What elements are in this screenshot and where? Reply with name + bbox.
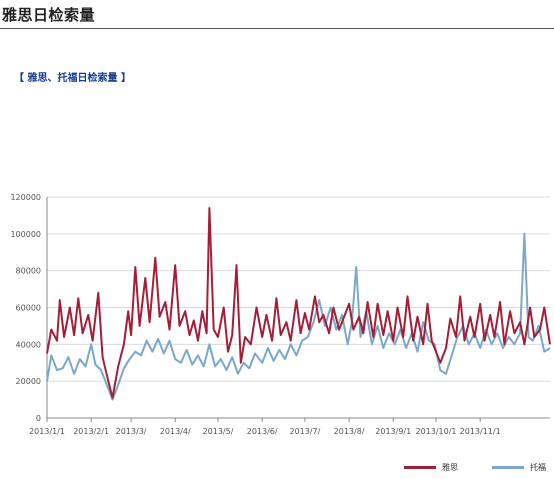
- subtitle-text: 雅思、托福日检索量: [27, 73, 118, 84]
- legend-swatch-ielts: [404, 466, 436, 469]
- title-divider: [0, 28, 554, 29]
- legend-label-toefl: 托福: [530, 463, 546, 472]
- y-tick-label: 100000: [10, 230, 41, 239]
- x-tick-label: 2013/2/1: [73, 427, 109, 436]
- x-tick-label: 2013/3/: [116, 427, 147, 436]
- y-tick-label: 80000: [16, 267, 41, 276]
- x-tick-label: 2013/4/: [160, 427, 191, 436]
- chart-subtitle: 【 雅思、托福日检索量 】: [14, 69, 131, 84]
- legend-swatch-toefl: [492, 466, 524, 469]
- x-tick-label: 2013/7/: [289, 427, 320, 436]
- x-tick-label: 2013/10/1: [415, 427, 456, 436]
- series-line-toefl: [46, 232, 551, 401]
- legend-item-ielts: 雅思: [404, 462, 458, 473]
- y-tick-label: 20000: [16, 377, 41, 386]
- y-tick-label: 60000: [16, 304, 41, 313]
- x-tick-label: 2013/1/1: [29, 427, 65, 436]
- x-tick-label: 2013/6/: [247, 427, 278, 436]
- y-tick-label: 120000: [10, 193, 41, 202]
- subtitle-bracket-open: 【: [14, 73, 24, 84]
- line-chart: 0 20000 40000 60000 80000 100000 120000 2013/1/…: [10, 193, 551, 436]
- y-tick-label: 0: [36, 414, 41, 423]
- x-tick-label: 2013/11/1: [460, 427, 501, 436]
- legend-item-toefl: 托福: [492, 462, 546, 473]
- y-tick-label: 40000: [16, 340, 41, 349]
- series-line-ielts: [46, 207, 551, 399]
- x-tick-label: 2013/9/1: [375, 427, 411, 436]
- x-tick-label: 2013/5/: [203, 427, 234, 436]
- subtitle-bracket-close: 】: [120, 73, 131, 84]
- legend-label-ielts: 雅思: [442, 463, 458, 472]
- page-title: 雅思日检索量: [2, 6, 96, 24]
- x-tick-label: 2013/8/: [334, 427, 365, 436]
